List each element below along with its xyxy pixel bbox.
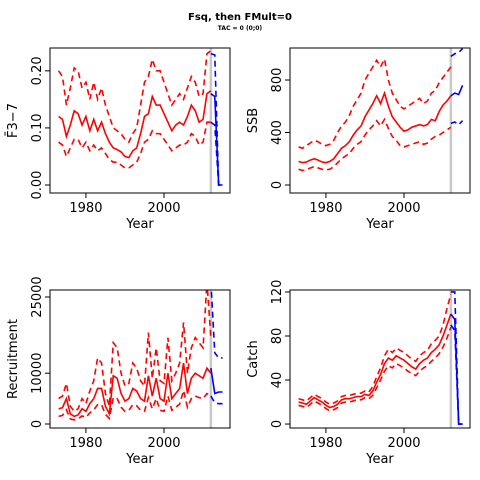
- y-tick-label: 10000: [30, 353, 45, 394]
- x-tick-label: 2000: [387, 436, 420, 451]
- x-axis-label: Year: [125, 452, 154, 467]
- series-line: [298, 313, 452, 409]
- plot-frame: [49, 289, 231, 429]
- x-tick-label: 1980: [309, 436, 342, 451]
- series-line: [58, 362, 212, 418]
- series-line: [298, 90, 452, 164]
- plot-area: [298, 290, 463, 428]
- y-axis-label: Catch: [246, 340, 261, 378]
- plot-frame: [49, 47, 231, 194]
- x-axis-label: Year: [125, 217, 154, 232]
- y-tick-label: 120: [270, 280, 285, 305]
- figure-title: Fsq, then FMult=0: [188, 12, 292, 23]
- x-tick-label: 2000: [147, 201, 180, 216]
- y-tick-label: 0: [30, 420, 45, 428]
- plot-area: [58, 290, 223, 428]
- series-line: [58, 387, 212, 421]
- series-line: [210, 121, 223, 186]
- series-line: [210, 395, 223, 405]
- x-tick-label: 1980: [69, 436, 102, 451]
- series-line: [58, 121, 211, 169]
- x-tick-label: 2000: [387, 201, 420, 216]
- series-line: [298, 326, 452, 412]
- figure-subtitle: TAC = 0 (0;0): [218, 25, 263, 32]
- plot-frame: [289, 289, 471, 429]
- series-line: [298, 56, 452, 150]
- y-tick-label: 0: [270, 181, 285, 189]
- y-tick-label: 0: [270, 420, 285, 428]
- y-axis-label: F̄3−7: [6, 103, 21, 138]
- y-tick-label: 0.20: [30, 56, 45, 85]
- y-tick-label: 800: [270, 68, 285, 93]
- y-axis-label: SSB: [246, 108, 261, 133]
- series-line: [210, 367, 223, 395]
- series-line: [58, 290, 212, 413]
- plot-frame: [289, 47, 471, 194]
- series-line: [58, 90, 212, 159]
- series-line: [298, 117, 452, 172]
- series-line: [450, 84, 464, 97]
- series-line: [450, 324, 463, 425]
- y-tick-label: 0.00: [30, 171, 45, 200]
- x-axis-label: Year: [365, 452, 394, 467]
- x-tick-label: 1980: [69, 201, 102, 216]
- series-line: [450, 120, 464, 126]
- y-tick-label: 0.10: [30, 113, 45, 142]
- y-axis-label: Recruitment: [6, 319, 21, 399]
- series-line: [298, 293, 452, 406]
- x-tick-label: 2000: [147, 436, 180, 451]
- x-tick-label: 1980: [309, 201, 342, 216]
- y-tick-label: 400: [270, 120, 285, 145]
- series-line: [450, 48, 464, 58]
- y-tick-label: 40: [270, 372, 285, 389]
- plot-area: [57, 48, 223, 193]
- series-line: [210, 290, 223, 359]
- series-line: [210, 52, 223, 186]
- plot-area: [298, 48, 464, 193]
- series-line: [450, 291, 463, 425]
- y-tick-label: 25000: [30, 276, 45, 317]
- series-line: [57, 50, 212, 144]
- x-axis-label: Year: [365, 217, 394, 232]
- y-tick-label: 80: [270, 328, 285, 345]
